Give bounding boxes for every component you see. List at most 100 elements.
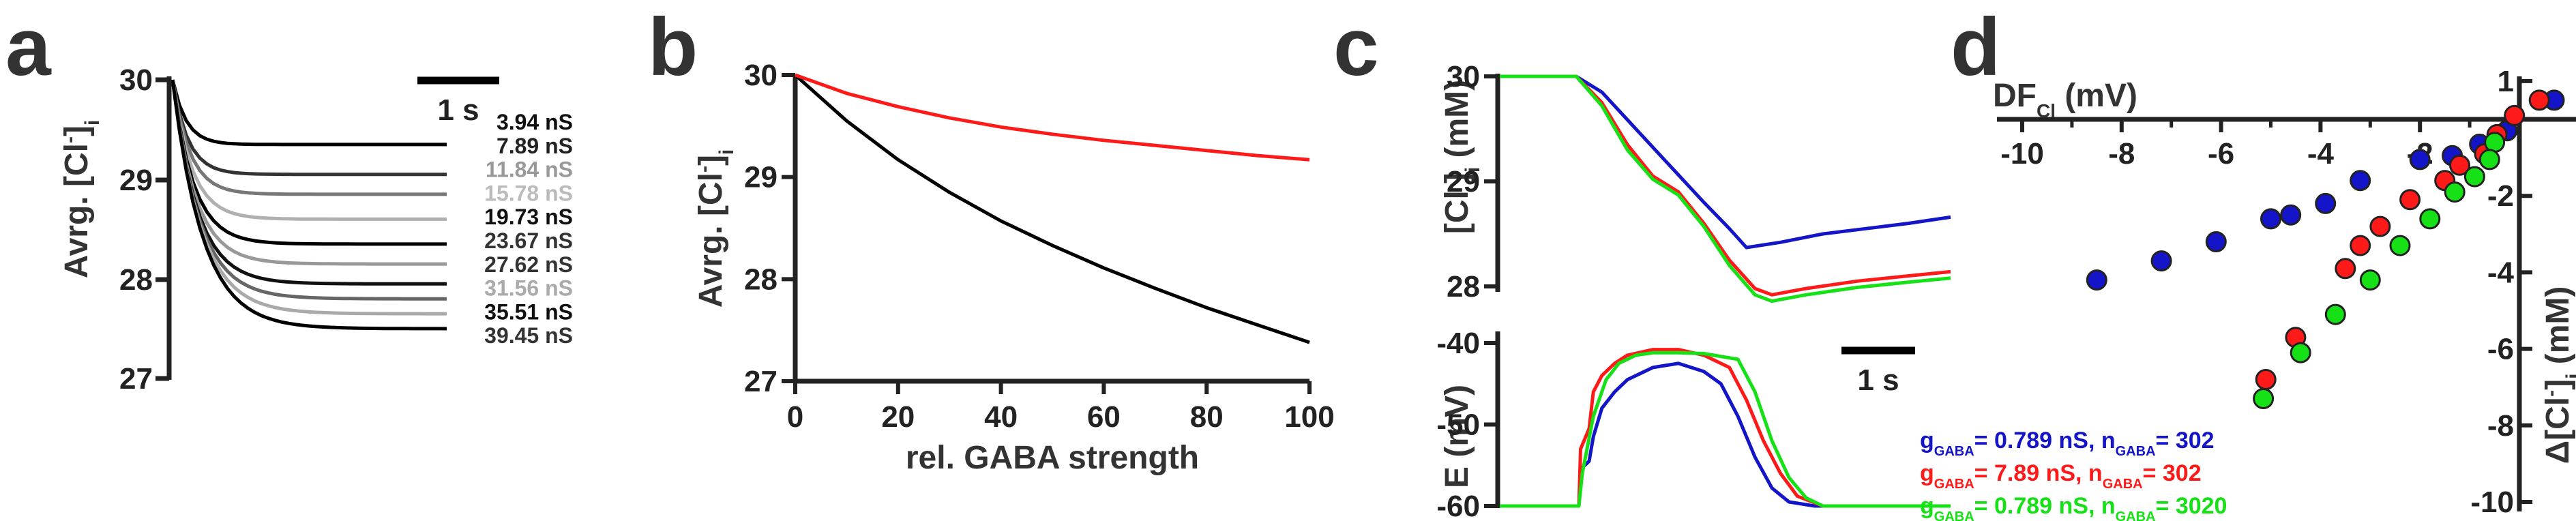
panel-a-legend-label: 23.67 nS xyxy=(484,228,573,253)
panel-c-bottom-trace-red xyxy=(1500,348,1951,508)
panel-c-bottom-trace-green xyxy=(1500,351,1951,508)
panel-d-ylabel-unit: (mM) xyxy=(2540,286,2576,374)
panel-d-ylabel-close: ] xyxy=(2540,379,2576,390)
panel-d-point-red xyxy=(2350,235,2371,256)
panel-a: a Avrg. [Cl-]i 27 28 29 30 1 s 3.94 nS7.… xyxy=(5,1,573,396)
panel-d-point-red xyxy=(2399,189,2421,211)
panel-c-top-ytick-label: 30 xyxy=(1447,60,1480,93)
panel-c-bottom-traces xyxy=(1500,348,1951,508)
panel-d-ytick-label: -6 xyxy=(2487,333,2514,366)
panel-d: d DFCl (mV) Δ[Cl-]i (mM) -10-8-6-4-21-2-… xyxy=(1920,1,2576,521)
panel-c-top-ylabel: [Cl-]i (mM) xyxy=(1439,80,1484,234)
panel-d-point-blue xyxy=(2280,204,2302,226)
panel-a-legend-label: 19.73 nS xyxy=(484,205,573,229)
panel-d-ticks: -10-8-6-4-21-2-4-6-8-10 xyxy=(2000,65,2532,519)
panel-a-ytick-label: 29 xyxy=(119,164,153,197)
legend-green-g-sub: GABA xyxy=(1934,509,1974,521)
panel-d-point-blue xyxy=(2315,192,2337,214)
panel-a-trace xyxy=(171,79,447,301)
panel-d-ytick-label: -2 xyxy=(2487,179,2514,213)
panel-b-ytick-label: 29 xyxy=(744,161,778,194)
panel-b-xtick-label: 60 xyxy=(1087,400,1121,434)
panel-d-point-green xyxy=(2444,181,2466,203)
panel-d-legend: gGABA= 0.789 nS, nGABA= 302 gGABA= 7.89 … xyxy=(1920,428,2227,521)
panel-b-xtick-label: 80 xyxy=(1190,400,1224,434)
panel-b-ylabel: Avrg. [Cl-]i xyxy=(693,149,738,308)
panel-d-point-blue xyxy=(2205,231,2227,252)
panel-d-xlabel: DFCl (mV) xyxy=(1993,78,2137,121)
panel-b-xtick-label: 20 xyxy=(881,400,915,434)
panel-b-xtick-label: 100 xyxy=(1284,400,1334,434)
panel-a-traces xyxy=(171,79,447,331)
legend-red-n-sub: GABA xyxy=(2103,477,2143,492)
panel-a-legend-label: 15.78 nS xyxy=(484,181,573,205)
panel-a-ytick-label: 28 xyxy=(119,263,153,297)
panel-d-ytick-label: -8 xyxy=(2487,409,2514,443)
panel-d-point-red xyxy=(2335,258,2356,280)
panel-d-xlabel-unit: (mV) xyxy=(2056,78,2137,114)
panel-a-trace xyxy=(171,79,447,286)
panel-a-scalebar-label: 1 s xyxy=(437,93,479,127)
panel-a-ylabel-sub: i xyxy=(81,120,104,125)
svg-text:[Cl-]i (mM): [Cl-]i (mM) xyxy=(1439,80,1484,234)
panel-a-label: a xyxy=(5,1,52,93)
svg-text:Avrg. [Cl-]i: Avrg. [Cl-]i xyxy=(693,149,738,308)
legend-blue-g-value: = 0.789 nS, n xyxy=(1974,428,2116,453)
panel-b: b Avrg. [Cl-]i 0 20 40 60 80 100 27 28 29 30 rel.… xyxy=(648,1,1335,476)
panel-d-label: d xyxy=(1951,1,2000,93)
legend-blue-n-sub: GABA xyxy=(2116,444,2156,459)
panel-a-legend-label: 39.45 nS xyxy=(484,323,573,348)
panel-c-top-ylabel-sub: i xyxy=(1462,167,1484,173)
panel-a-trace xyxy=(171,79,447,266)
legend-entry-green: gGABA= 0.789 nS, nGABA= 3020 xyxy=(1920,493,2227,521)
panel-b-ylabel-close: ] xyxy=(693,155,729,166)
panel-c-scalebar-label: 1 s xyxy=(1857,363,1899,397)
panel-d-ylabel-pre: Δ[Cl xyxy=(2540,397,2576,464)
panel-d-point-green xyxy=(2324,303,2346,325)
panel-c-label: c xyxy=(1333,1,1379,93)
panel-d-xtick-label: -4 xyxy=(2307,137,2335,170)
panel-d-point-blue xyxy=(2350,170,2371,192)
legend-red-g-sub: GABA xyxy=(1934,477,1974,492)
legend-green-g: g xyxy=(1920,493,1934,519)
panel-d-ytick-label: -4 xyxy=(2487,256,2515,289)
panel-d-point-red xyxy=(2528,89,2550,111)
panel-d-point-green xyxy=(2290,342,2311,363)
panel-d-xlabel-sub: Cl xyxy=(2037,100,2056,121)
legend-blue-n-value: = 302 xyxy=(2156,428,2215,453)
panel-d-xtick-label: -10 xyxy=(2000,137,2044,170)
panel-a-ytick-label: 27 xyxy=(119,362,153,396)
panel-a-legend-label: 27.62 nS xyxy=(484,252,573,277)
panel-b-ylabel-sub: i xyxy=(715,149,738,155)
legend-green-n-sub: GABA xyxy=(2116,509,2156,521)
panel-b-ytick-label: 30 xyxy=(744,59,778,92)
panel-d-ylabel-sub: i xyxy=(2562,374,2576,379)
panel-d-ytick-label: -10 xyxy=(2470,486,2514,519)
panel-c-bottom-ytick-label: -50 xyxy=(1436,408,1480,442)
panel-a-trace xyxy=(171,79,447,196)
panel-a-ytick-label: 30 xyxy=(119,63,153,97)
panel-c-top-traces xyxy=(1500,74,1951,303)
panel-c-top-ylabel-close: ] xyxy=(1439,173,1475,183)
panel-b-xlabel: rel. GABA strength xyxy=(906,440,1199,476)
panel-a-ylabel-sup: - xyxy=(59,136,81,143)
panel-d-point-blue xyxy=(2260,208,2281,230)
panel-c: c [Cl-]i (mM) E (mV) 28 29 30 -60 -50 -40 1 s xyxy=(1333,1,1951,521)
panel-b-label: b xyxy=(648,1,698,93)
panel-b-ylabel-main: Avrg. [Cl xyxy=(693,173,729,308)
legend-red-n-value: = 302 xyxy=(2143,460,2202,486)
panel-b-ylabel-sup: - xyxy=(693,166,715,173)
panel-d-point-green xyxy=(2478,149,2500,170)
panel-b-traces xyxy=(794,73,1310,344)
legend-red-g-value: = 7.89 nS, n xyxy=(1974,460,2103,486)
legend-entry-blue: gGABA= 0.789 nS, nGABA= 302 xyxy=(1920,428,2215,459)
panel-d-point-green xyxy=(2484,132,2506,153)
panel-b-trace-red xyxy=(795,73,1310,162)
panel-a-ylabel-main: Avrg. [Cl xyxy=(59,143,95,278)
panel-d-point-blue xyxy=(2086,269,2107,291)
svg-text:Δ[Cl-]i (mM): Δ[Cl-]i (mM) xyxy=(2540,286,2576,464)
panel-c-top-trace-blue xyxy=(1500,74,1951,250)
panel-d-ylabel-sup: - xyxy=(2540,390,2562,397)
panel-c-top-ylabel-sup: - xyxy=(1439,183,1462,190)
